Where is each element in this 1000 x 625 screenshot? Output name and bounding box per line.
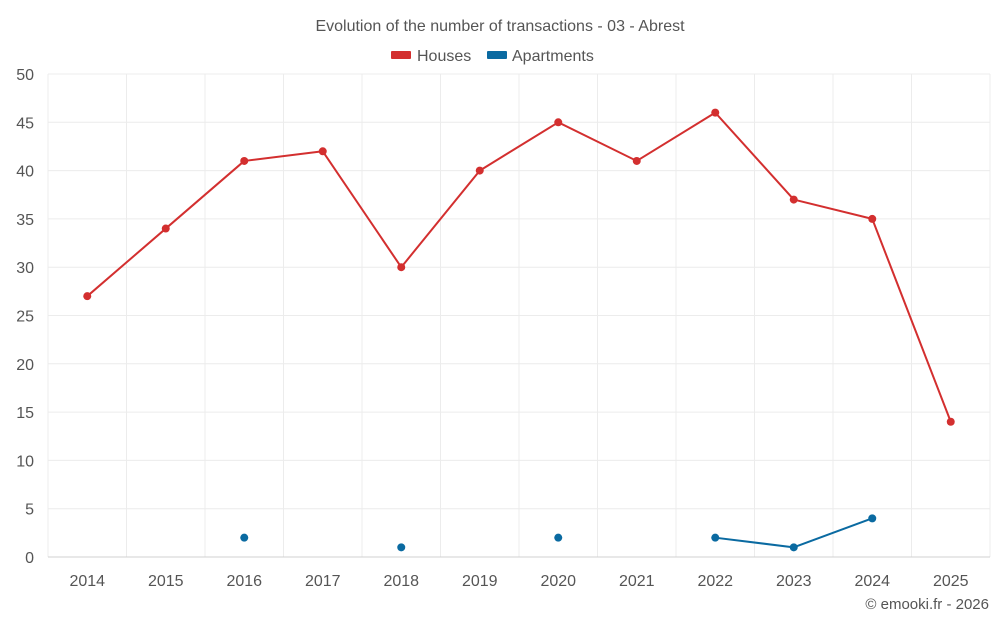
houses-point-2017[interactable] [318,147,327,156]
x-tick-label: 2017 [305,573,341,590]
apartments-point-2022[interactable] [711,533,720,542]
houses-point-2021[interactable] [632,156,641,165]
x-tick-label: 2023 [776,573,812,590]
x-tick-label: 2015 [148,573,184,590]
x-tick-label: 2025 [933,573,969,590]
x-tick-label: 2022 [697,573,733,590]
apartments-line-segment [714,536,795,549]
x-tick-label: 2016 [226,573,262,590]
apartments-point-2023[interactable] [789,543,798,552]
apartments-line-segment [792,517,874,549]
legend-item-apartments[interactable]: Apartments [487,48,594,65]
houses-line-segment [557,121,638,162]
x-tick-label: 2024 [854,573,890,590]
houses-line-segment [635,111,717,162]
series-houses [83,108,955,426]
gridlines [47,73,991,557]
legend-swatch-houses [391,51,411,59]
houses-line-segment [714,111,795,201]
y-tick-label: 25 [16,309,34,326]
y-tick-label: 20 [16,357,34,374]
chart-title: Evolution of the number of transactions … [315,18,685,35]
y-tick-label: 0 [25,550,34,567]
houses-point-2025[interactable] [946,417,955,426]
x-tick-label: 2014 [69,573,105,590]
legend-label-apartments: Apartments [512,48,594,65]
y-tick-label: 5 [25,502,34,519]
houses-point-2015[interactable] [161,224,170,233]
houses-line-segment [243,150,324,162]
apartments-point-2020[interactable] [554,533,563,542]
houses-point-2024[interactable] [868,214,877,223]
legend-swatch-apartments [487,51,507,59]
legend: Houses Apartments [391,48,594,65]
houses-line-segment [321,150,403,269]
series-apartments [240,514,877,552]
x-axis: 2014 2015 2016 2017 2018 2019 2020 2021 2022 2023… [48,556,990,590]
credit-text: © emooki.fr - 2026 [865,596,989,613]
y-tick-label: 35 [16,212,34,229]
y-axis: 0 5 10 15 20 25 30 35 40 45 50 [16,67,34,567]
houses-line-segment [871,217,952,423]
y-tick-label: 15 [16,405,34,422]
series [83,108,955,552]
x-tick-label: 2019 [462,573,498,590]
houses-point-2016[interactable] [240,156,249,165]
houses-line-segment [792,198,874,220]
apartments-point-2016[interactable] [240,533,249,542]
houses-point-2019[interactable] [475,166,484,175]
y-tick-label: 30 [16,260,34,277]
houses-point-2014[interactable] [83,292,92,301]
x-tick-label: 2018 [383,573,419,590]
houses-point-2023[interactable] [789,195,798,204]
y-tick-label: 50 [16,67,34,84]
houses-point-2022[interactable] [711,108,720,117]
apartments-point-2024[interactable] [868,514,877,523]
x-tick-label: 2021 [619,573,655,590]
houses-line-segment [478,121,560,172]
legend-label-houses: Houses [417,48,471,65]
y-tick-label: 40 [16,164,34,181]
y-tick-label: 45 [16,115,34,132]
legend-item-houses[interactable]: Houses [391,48,471,65]
x-tick-label: 2020 [540,573,576,590]
y-tick-label: 10 [16,453,34,470]
houses-point-2018[interactable] [397,263,406,272]
houses-line-segment [164,159,246,230]
houses-line-segment [400,169,481,269]
houses-point-2020[interactable] [554,118,563,127]
houses-line-segment [86,227,167,298]
apartments-point-2018[interactable] [397,543,406,552]
